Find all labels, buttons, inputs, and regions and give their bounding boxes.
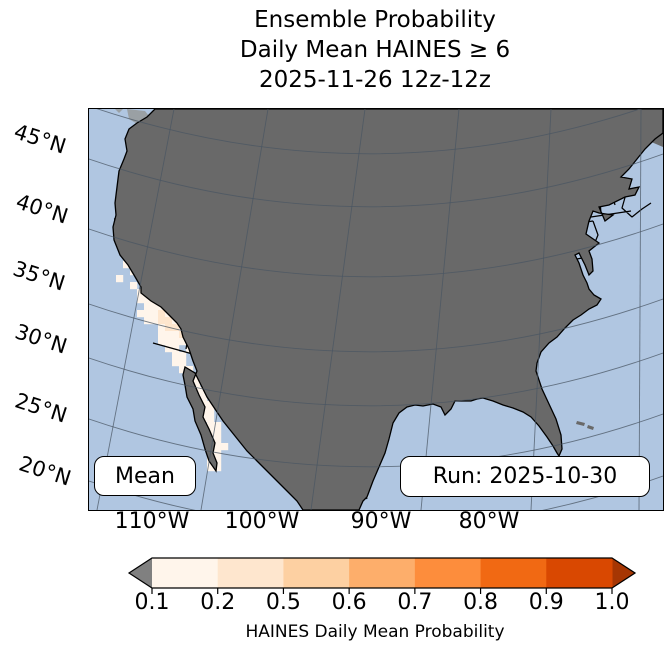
y-tick-label: 45°N: [11, 119, 69, 159]
x-tick-label: 100°W: [224, 509, 300, 534]
graticule-gridlines: [89, 109, 663, 510]
x-tick-label: 110°W: [114, 509, 190, 534]
y-tick-label: 30°N: [12, 319, 70, 359]
y-tick-label: 20°N: [16, 451, 74, 491]
chart-title: Ensemble Probability Daily Mean HAINES ≥…: [240, 5, 510, 95]
y-tick-label: 25°N: [12, 388, 70, 428]
colorbar-tick-label: 0.6: [331, 590, 367, 615]
colorbar-tick-label: 0.1: [134, 590, 170, 615]
map-canvas: [88, 108, 664, 511]
x-tick-label: 90°W: [350, 509, 412, 534]
y-tick-label: 35°N: [10, 256, 68, 296]
x-tick-label: 80°W: [458, 509, 520, 534]
y-tick-label: 40°N: [13, 189, 71, 229]
run-date-annotation-box: Run: 2025-10-30: [400, 456, 650, 497]
run-label: Run: 2025-10-30: [432, 464, 618, 489]
mean-label: Mean: [115, 463, 175, 489]
mean-annotation-box: Mean: [94, 456, 196, 496]
colorbar: 0.1 0.2 0.5 0.6 0.7 0.8 0.9 1.0 HAINES Daily Me…: [0, 548, 671, 658]
colorbar-tick-label: 0.9: [528, 590, 564, 615]
title-line-2: Daily Mean HAINES ≥ 6: [239, 37, 511, 63]
colorbar-tick-label: 0.7: [397, 590, 433, 615]
colorbar-axis-label: HAINES Daily Mean Probability: [245, 622, 505, 642]
colorbar-tick-label: 0.8: [463, 590, 499, 615]
colorbar-tick-label: 0.5: [265, 590, 301, 615]
title-line-1: Ensemble Probability: [254, 7, 496, 33]
title-line-3: 2025-11-26 12z-12z: [259, 67, 491, 93]
colorbar-tick-label: 1.0: [594, 590, 630, 615]
colorbar-tick-label: 0.2: [200, 590, 236, 615]
gulf-islands: [115, 109, 123, 113]
